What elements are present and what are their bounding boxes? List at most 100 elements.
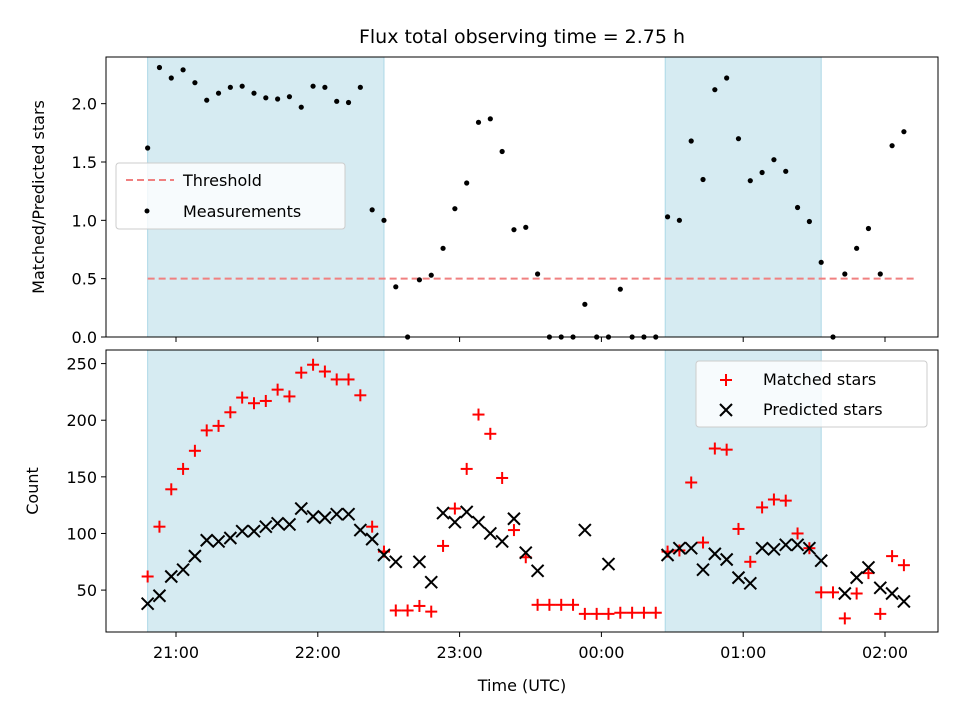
measurement-point [617,286,623,292]
measurement-point [428,272,434,278]
predicted-stars-series [140,501,911,611]
y-tick-label: 2.0 [72,95,97,114]
measurement-point [145,145,151,151]
predicted-star-point [838,586,852,601]
bottom-y-ticks: 50 100 150 200 250 [66,355,106,600]
predicted-star-point [873,581,887,595]
measurement-point [901,129,907,135]
matched-star-point [578,607,591,620]
matched-star-point [318,365,331,378]
shaded-interval [664,56,822,338]
top-legend: Threshold Measurements [115,162,346,230]
matched-star-point [767,493,780,506]
bottom-panel: 50 100 150 200 250 21:00 22:00 23:00 00:00 01:00… [23,349,939,695]
x-axis-label: Time (UTC) [477,676,566,695]
measurement-point [664,214,671,220]
predicted-star-point [767,542,781,557]
matched-star-point [271,383,284,396]
matched-stars-series [141,358,910,625]
measurement-point [712,87,718,93]
predicted-star-point [318,510,332,525]
matched-star-point [649,606,662,619]
legend-measurements-label: Measurements [183,202,301,221]
matched-star-point [827,586,840,599]
predicted-star-point [849,570,864,585]
measurements-series [145,64,907,340]
matched-star-point [815,586,828,599]
predicted-star-point [223,531,238,545]
matched-star-point [247,397,260,410]
matched-star-point [543,598,556,611]
measurement-point [854,245,860,251]
measurement-point [452,206,458,212]
predicted-star-point [495,534,509,549]
chart-title: Flux total observing time = 2.75 h [359,26,685,48]
predicted-star-point [601,557,616,571]
legend-matched-swatch [720,374,732,386]
predicted-star-point [459,505,474,519]
predicted-star-point [341,507,356,521]
top-y-axis-label: Matched/Predicted stars [29,100,48,294]
matched-star-point [330,373,343,386]
matched-star-point [460,462,473,475]
measurement-point [204,97,210,103]
matched-star-point [307,358,320,371]
matched-star-point [401,604,414,617]
predicted-star-point [353,523,368,537]
matched-star-point [708,442,721,455]
predicted-star-point [814,553,828,568]
predicted-star-point [377,548,391,562]
predicted-star-point [259,519,273,534]
predicted-star-point [731,570,746,585]
y-tick-label: 100 [66,524,97,543]
measurement-point [381,217,387,223]
matched-star-point [389,604,402,617]
y-tick-label: 1.0 [72,211,97,230]
matched-star-point [177,462,190,475]
measurement-point [688,138,694,144]
predicted-star-point [743,576,757,591]
measurement-point [298,104,304,110]
matched-star-point [259,394,272,407]
measurement-point [440,245,446,251]
legend-predicted-label: Predicted stars [763,400,883,419]
predicted-star-point [790,538,805,552]
matched-star-point [200,424,213,437]
predicted-star-point [282,517,297,532]
matched-star-point [425,605,438,618]
bottom-legend: Matched stars Predicted stars [695,360,928,428]
predicted-star-point [897,594,911,609]
x-tick-label: 22:00 [295,643,341,662]
measurement-point [759,169,765,176]
top-y-ticks: 0.0 0.5 1.0 1.5 2.0 [72,95,106,347]
matched-star-point [484,427,497,440]
matched-star-point [732,522,745,535]
matched-star-point [850,587,863,600]
measurement-point [676,217,682,223]
measurement-point [582,301,588,307]
matched-star-point [838,612,851,625]
measurement-point [475,119,482,125]
predicted-star-point [365,532,379,546]
top-panel: 0.00.51.01.52.0 Matched/Predicted stars … [29,56,939,347]
predicted-star-point [471,515,486,529]
measurement-point [523,224,529,230]
matched-star-point [874,607,887,620]
predicted-star-point [861,560,876,575]
legend-threshold-label: Threshold [182,171,262,190]
measurement-point [842,271,848,277]
measurement-point [393,284,399,290]
predicted-star-point [436,506,450,520]
measurement-point [263,95,269,101]
matched-star-point [283,390,296,403]
bottom-y-axis-label: Count [23,467,42,515]
predicted-star-point [188,549,202,563]
x-tick-label: 00:00 [578,643,624,662]
predicted-star-point [719,552,734,567]
matched-star-point [507,524,520,537]
predicted-star-point [696,563,710,577]
matched-star-point [236,391,249,404]
matched-star-point [413,599,426,612]
measurement-point [286,94,293,100]
